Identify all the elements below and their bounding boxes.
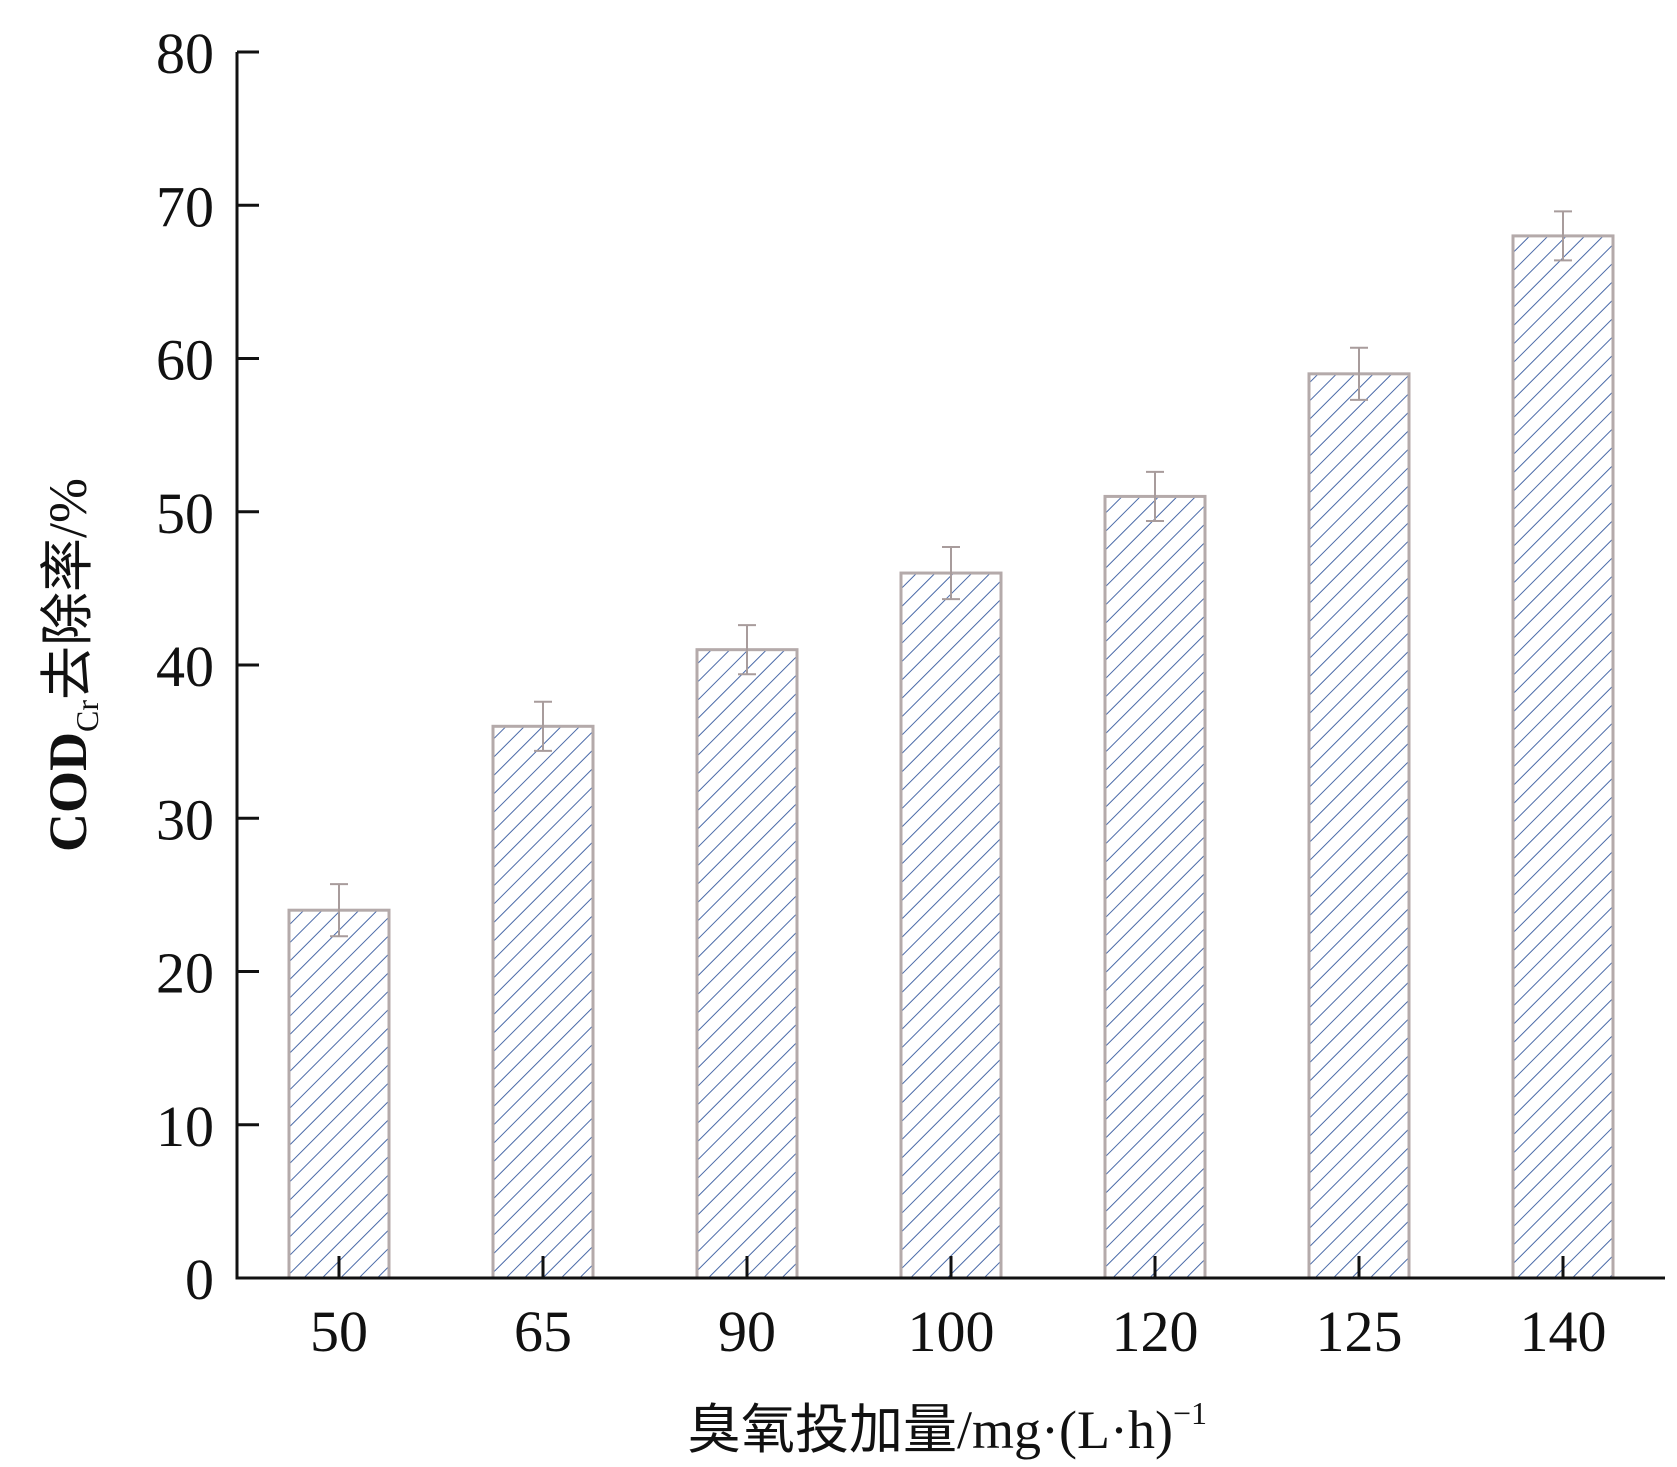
- y-axis-label-subscript: Cr: [69, 700, 105, 732]
- error-bar-125: [1350, 346, 1368, 401]
- error-bars-layer: [330, 210, 1572, 938]
- bar-90: [695, 648, 799, 1280]
- bar-120: [1103, 494, 1207, 1280]
- error-bar-140: [1554, 210, 1572, 262]
- x-axis-label: 臭氧投加量/mg·(L·h)−1: [687, 1395, 1207, 1460]
- bar-65: [491, 724, 595, 1280]
- error-bar-65: [534, 700, 552, 752]
- bar-50: [287, 908, 391, 1280]
- y-tick-label-10: 10: [156, 1094, 214, 1159]
- x-tick-label-65: 65: [514, 1299, 572, 1364]
- y-tick-label-80: 80: [156, 21, 214, 86]
- y-ticks-layer: 0 10 20 30 40 50 60 70 80: [156, 21, 259, 1312]
- y-tick-label-60: 60: [156, 328, 214, 393]
- error-bar-90: [738, 624, 756, 676]
- error-bar-120: [1146, 470, 1164, 522]
- y-tick-label-50: 50: [156, 481, 214, 546]
- x-tick-label-90: 90: [718, 1299, 776, 1364]
- bar-100: [899, 571, 1003, 1280]
- error-bar-100: [942, 545, 960, 601]
- bars-layer: [287, 234, 1615, 1280]
- bar-140: [1511, 234, 1615, 1280]
- svg-text:CODCr去除率/%: CODCr去除率/%: [38, 478, 105, 852]
- y-tick-label-0: 0: [185, 1247, 214, 1312]
- y-tick-label-40: 40: [156, 634, 214, 699]
- x-tick-label-50: 50: [310, 1299, 368, 1364]
- x-axis-label-text: 臭氧投加量/mg·(L·h): [687, 1400, 1173, 1460]
- y-axis-label-main: COD: [38, 732, 98, 852]
- y-tick-label-20: 20: [156, 941, 214, 1006]
- error-bar-50: [330, 883, 348, 938]
- x-tick-label-120: 120: [1112, 1299, 1199, 1364]
- x-tick-label-100: 100: [908, 1299, 995, 1364]
- y-axis-label: CODCr去除率/%: [38, 478, 105, 852]
- x-ticks-layer: 50 65 90 100 120 125 140: [310, 1256, 1607, 1364]
- x-axis-label-superscript: −1: [1173, 1395, 1207, 1431]
- x-tick-label-125: 125: [1316, 1299, 1403, 1364]
- bar-125: [1307, 372, 1411, 1280]
- x-tick-label-140: 140: [1520, 1299, 1607, 1364]
- y-tick-label-70: 70: [156, 174, 214, 239]
- y-axis-label-rest: 去除率/%: [38, 478, 98, 700]
- y-tick-label-30: 30: [156, 787, 214, 852]
